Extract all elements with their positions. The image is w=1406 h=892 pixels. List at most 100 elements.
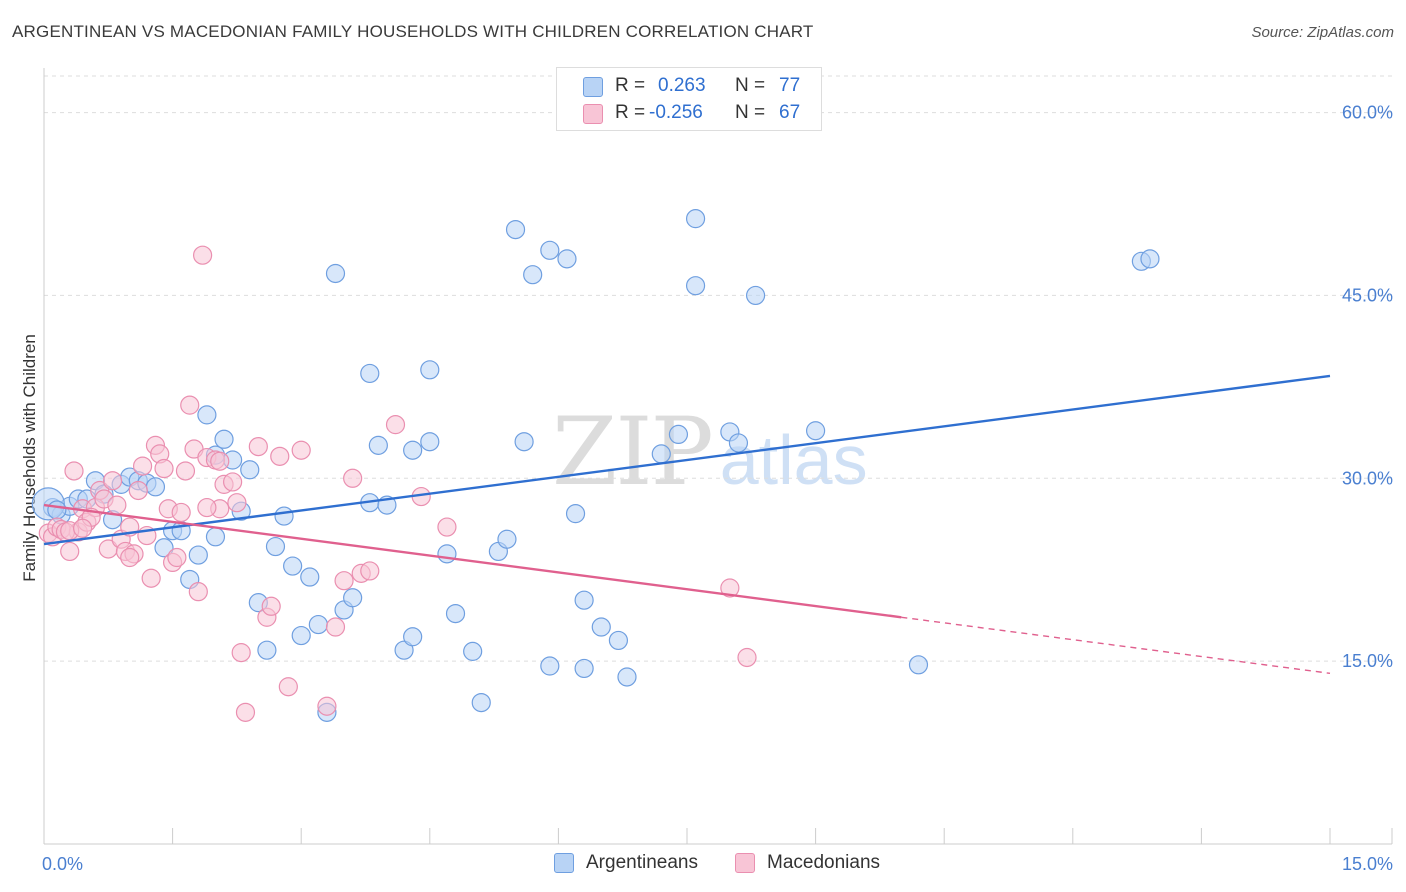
point-macedonians: [343, 468, 363, 488]
source-label: Source: ZipAtlas.com: [1251, 24, 1394, 41]
point-argentineans: [523, 265, 543, 285]
point-macedonians: [188, 582, 208, 602]
point-argentineans: [463, 641, 483, 661]
point-macedonians: [737, 647, 757, 668]
point-macedonians: [360, 561, 380, 581]
stats-row-argentineans: R = 0.263 N = 77: [557, 74, 821, 100]
point-argentineans: [728, 433, 749, 453]
point-argentineans: [274, 506, 294, 526]
point-argentineans: [668, 424, 689, 444]
point-argentineans: [257, 640, 277, 660]
point-argentineans: [685, 209, 706, 229]
point-macedonians: [167, 547, 187, 568]
series-legend: Argentineans Macedonians: [0, 851, 1406, 879]
point-argentineans: [188, 545, 208, 565]
point-argentineans: [360, 363, 380, 384]
point-macedonians: [141, 568, 161, 588]
n-label: N =: [735, 102, 766, 123]
point-argentineans: [805, 421, 826, 441]
trendline-macedonians: [43, 503, 902, 619]
n-label: N =: [735, 75, 766, 96]
point-macedonians: [270, 446, 290, 466]
point-macedonians: [291, 440, 311, 460]
point-argentineans: [403, 440, 423, 460]
point-macedonians: [132, 456, 153, 476]
point-macedonians: [235, 702, 256, 722]
point-argentineans: [437, 544, 457, 564]
point-argentineans: [745, 285, 766, 306]
legend-label-argentineans: Argentineans: [586, 852, 698, 873]
point-argentineans: [308, 614, 328, 635]
chart-title: ARGENTINEAN VS MACEDONIAN FAMILY HOUSEHO…: [12, 22, 814, 41]
point-argentineans: [497, 529, 517, 549]
point-macedonians: [180, 395, 200, 415]
point-argentineans: [908, 655, 929, 675]
point-argentineans: [514, 432, 534, 452]
point-argentineans: [505, 220, 526, 240]
y-tick-label: 45.0%: [1342, 285, 1393, 305]
trendline-macedonians-extension: [901, 616, 1331, 675]
point-macedonians: [248, 436, 268, 457]
r-value: 0.263: [658, 75, 706, 96]
point-macedonians: [60, 541, 80, 562]
point-macedonians: [107, 495, 127, 515]
point-macedonians: [720, 578, 740, 598]
point-argentineans: [197, 405, 217, 425]
point-argentineans: [214, 429, 234, 449]
point-macedonians: [437, 517, 457, 537]
point-argentineans: [557, 249, 577, 269]
point-argentineans: [608, 630, 629, 651]
y-tick-label: 15.0%: [1342, 651, 1393, 671]
point-argentineans: [540, 656, 560, 676]
point-macedonians: [102, 471, 123, 491]
n-value: 67: [779, 102, 801, 123]
point-argentineans: [540, 240, 560, 260]
point-macedonians: [64, 461, 84, 481]
point-macedonians: [227, 493, 247, 513]
point-macedonians: [317, 696, 337, 716]
point-argentineans: [300, 567, 320, 587]
n-value: 77: [779, 75, 801, 96]
point-argentineans: [47, 500, 67, 520]
point-macedonians: [175, 461, 196, 481]
point-argentineans: [651, 444, 671, 464]
point-macedonians: [193, 245, 213, 265]
point-argentineans: [343, 588, 363, 608]
point-argentineans: [154, 538, 174, 558]
y-tick-label: 60.0%: [1342, 103, 1393, 123]
point-macedonians: [278, 677, 298, 697]
stats-swatch-argentineans: [583, 77, 603, 97]
point-macedonians: [325, 617, 346, 637]
point-argentineans: [1140, 249, 1160, 269]
point-argentineans: [574, 658, 594, 679]
stats-legend: R = 0.263 N = 77 R = -0.256 N = 67: [556, 67, 822, 131]
legend-swatch-argentineans: [554, 853, 574, 873]
r-label: R =: [615, 102, 646, 123]
r-label: R =: [615, 75, 646, 96]
point-macedonians: [334, 571, 354, 591]
stats-row-macedonians: R = -0.256 N = 67: [557, 101, 821, 127]
point-argentineans: [265, 536, 286, 557]
legend-label-macedonians: Macedonians: [767, 852, 881, 873]
point-argentineans: [420, 432, 440, 452]
point-macedonians: [197, 497, 217, 518]
point-argentineans: [291, 625, 311, 646]
point-macedonians: [210, 451, 230, 471]
point-argentineans: [685, 276, 706, 296]
point-argentineans: [420, 360, 440, 380]
point-argentineans: [283, 556, 303, 576]
y-axis-label: Family Households with Children: [20, 334, 39, 582]
point-argentineans: [574, 590, 594, 610]
x-tick-label: 15.0%: [1342, 854, 1393, 874]
point-argentineans: [403, 627, 423, 647]
point-macedonians: [231, 643, 251, 663]
point-argentineans: [445, 603, 466, 624]
point-argentineans: [368, 435, 388, 455]
point-argentineans: [325, 263, 346, 284]
point-macedonians: [171, 502, 191, 523]
point-macedonians: [128, 480, 148, 501]
point-macedonians: [223, 472, 243, 492]
point-argentineans: [591, 617, 611, 637]
point-argentineans: [205, 527, 226, 547]
